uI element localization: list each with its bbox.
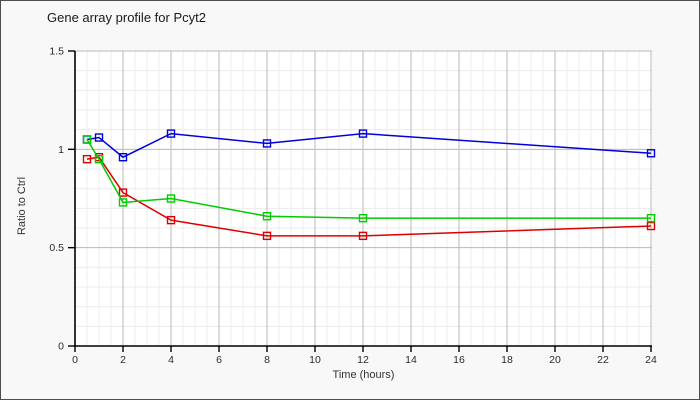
x-tick-label: 24 [645, 354, 657, 366]
x-tick-label: 12 [357, 354, 369, 366]
y-tick-label: 0.5 [49, 242, 64, 254]
x-tick-label: 2 [120, 354, 126, 366]
series-line-red [86, 156, 652, 237]
x-tick-label: 22 [597, 354, 609, 366]
data-point-marker-red [262, 231, 272, 241]
chart-title: Gene array profile for Pcyt2 [47, 10, 206, 25]
x-tick-label: 0 [72, 354, 78, 366]
y-tick-label: 1.5 [49, 46, 64, 58]
data-point-marker-red [646, 221, 656, 231]
data-point-marker-green [166, 194, 176, 203]
data-point-marker-green [118, 198, 128, 207]
y-axis-title: Ratio to Ctrl [16, 176, 28, 236]
data-point-marker-blue [646, 149, 656, 158]
x-tick-label: 6 [216, 354, 222, 366]
data-point-marker-blue [118, 152, 128, 162]
data-point-marker-blue [358, 129, 368, 138]
x-tick-label: 14 [405, 354, 417, 366]
data-point-marker-green [94, 154, 104, 164]
x-tick-label: 16 [453, 354, 465, 366]
data-point-marker-red [82, 154, 92, 164]
data-point-marker-green [262, 211, 272, 221]
data-point-marker-red [118, 188, 128, 197]
data-point-marker-green [646, 213, 656, 223]
x-tick-label: 4 [168, 354, 174, 366]
series-line-blue [86, 132, 652, 159]
x-tick-label: 8 [264, 354, 270, 366]
x-tick-label: 18 [501, 354, 513, 366]
x-tick-label: 10 [309, 354, 321, 366]
data-point-marker-red [358, 231, 368, 241]
y-tick-label: 1 [58, 144, 64, 156]
data-point-marker-green [82, 135, 92, 144]
x-axis-title: Time (hours) [332, 369, 395, 381]
data-point-marker-blue [94, 133, 104, 142]
data-point-marker-green [358, 213, 368, 223]
data-point-marker-red [166, 215, 176, 225]
data-point-marker-blue [262, 139, 272, 148]
x-tick-label: 20 [549, 354, 561, 366]
y-tick-label: 0 [58, 341, 64, 353]
data-point-marker-blue [166, 129, 176, 138]
series-line-green [86, 139, 651, 219]
